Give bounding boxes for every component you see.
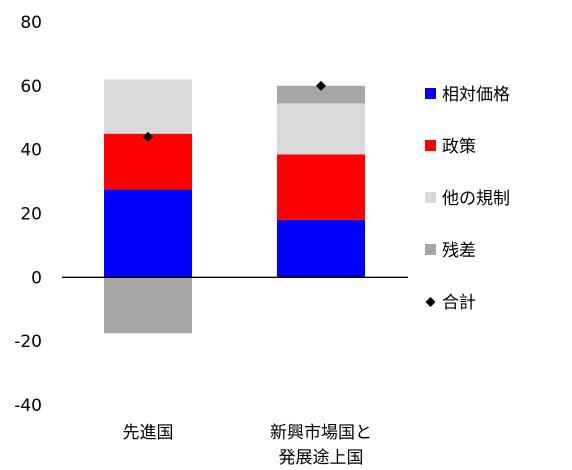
- y-tick-label: 80: [20, 13, 42, 33]
- bar-stack: [104, 79, 192, 334]
- y-tick-label: 40: [20, 141, 42, 161]
- bar-segment: [104, 277, 192, 334]
- legend-swatch: [425, 140, 436, 151]
- y-tick-label: 0: [31, 268, 42, 288]
- bar-segment: [277, 85, 365, 104]
- legend-label: 相対価格: [442, 85, 510, 105]
- bar-segment: [104, 189, 192, 278]
- bar-segment: [104, 79, 192, 134]
- y-tick-label: 20: [20, 205, 42, 225]
- legend-item: 相対価格: [425, 85, 510, 105]
- legend-item: 残差: [425, 241, 476, 261]
- legend-label: 残差: [442, 241, 476, 261]
- legend-swatch: [425, 244, 436, 255]
- legend-item: 他の規制: [425, 189, 510, 209]
- bar-stack: [277, 85, 365, 278]
- total-marker: [143, 131, 153, 142]
- y-tick-label: 60: [20, 77, 42, 97]
- total-marker: [316, 80, 326, 91]
- bar-segment: [277, 219, 365, 278]
- bars: [104, 79, 365, 334]
- category-label: 発展途上国: [279, 448, 364, 468]
- legend-item: 政策: [425, 137, 476, 157]
- legend-marker: [425, 297, 436, 307]
- legend-swatch: [425, 192, 436, 203]
- category-label: 新興市場国と: [270, 423, 372, 443]
- y-tick-label: -40: [14, 396, 42, 416]
- legend-label: 他の規制: [442, 189, 510, 209]
- bar-segment: [277, 154, 365, 220]
- y-tick-label: -20: [14, 332, 42, 352]
- legend-label: 合計: [442, 293, 476, 313]
- y-axis: -40 -20 0 20 40 60 80: [14, 13, 42, 416]
- legend-swatch: [425, 88, 436, 99]
- total-markers: [143, 80, 326, 142]
- category-label: 先進国: [123, 423, 174, 443]
- bar-segment: [104, 133, 192, 190]
- bar-segment: [277, 103, 365, 155]
- legend-item: 合計: [425, 293, 476, 313]
- legend-label: 政策: [442, 137, 476, 157]
